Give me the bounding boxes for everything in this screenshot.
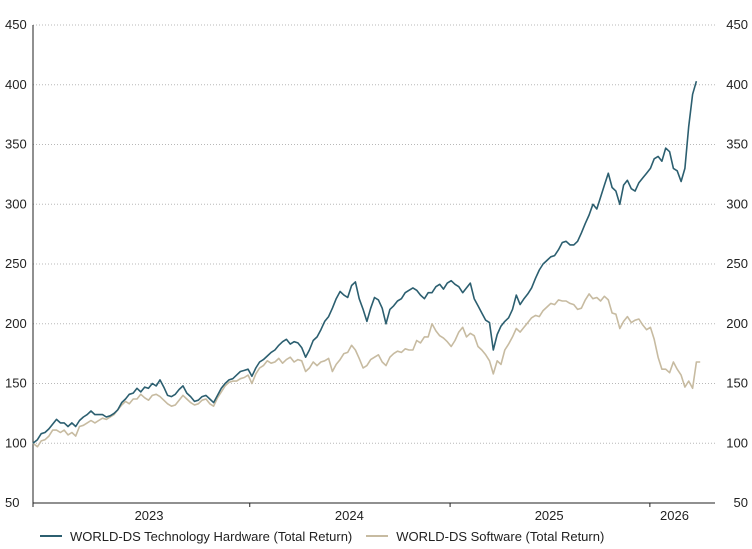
gridlines [33, 24, 715, 504]
x-tick-label: 2026 [660, 508, 689, 523]
y-tick-label-right: 250 [726, 256, 748, 271]
y-tick-label-left: 300 [5, 196, 27, 211]
y-axis-left-labels: 50 100 150 200 250 300 350 400 450 [5, 17, 27, 510]
x-tick-label: 2025 [535, 508, 564, 523]
series-line-software [32, 293, 701, 448]
y-tick-label-right: 200 [726, 316, 748, 331]
y-tick-label-right: 50 [734, 495, 748, 510]
legend: WORLD-DS Technology Hardware (Total Retu… [40, 527, 618, 545]
y-axis-right-labels: 50 100 150 200 250 300 350 400 450 [726, 17, 748, 510]
y-tick-label-left: 250 [5, 256, 27, 271]
y-tick-label-left: 350 [5, 137, 27, 152]
legend-label-hardware: WORLD-DS Technology Hardware (Total Retu… [70, 528, 353, 544]
y-tick-label-left: 450 [5, 17, 27, 32]
x-axis-labels: 2023 2024 2025 2026 [135, 508, 689, 523]
legend-swatch-software [366, 535, 389, 537]
y-tick-label-left: 150 [5, 376, 27, 391]
y-tick-label-right: 100 [726, 435, 748, 450]
y-tick-label-right: 450 [726, 17, 748, 32]
y-tick-label-right: 350 [726, 137, 748, 152]
x-axis-ticks [32, 503, 651, 507]
y-tick-label-right: 150 [726, 376, 748, 391]
y-tick-label-left: 400 [5, 77, 27, 92]
x-tick-label: 2023 [135, 508, 164, 523]
y-tick-label-left: 50 [5, 495, 19, 510]
series-line-hardware [32, 80, 698, 444]
series-lines [32, 80, 701, 448]
legend-item-software: WORLD-DS Software (Total Return) [366, 529, 604, 544]
y-tick-label-left: 100 [5, 435, 27, 450]
legend-item-hardware: WORLD-DS Technology Hardware (Total Retu… [40, 529, 352, 544]
y-tick-label-right: 300 [726, 196, 748, 211]
y-tick-label-right: 400 [726, 77, 748, 92]
y-tick-label-left: 200 [5, 316, 27, 331]
legend-label-software: WORLD-DS Software (Total Return) [396, 528, 605, 544]
legend-swatch-hardware [40, 535, 62, 537]
x-tick-label: 2024 [335, 508, 364, 523]
